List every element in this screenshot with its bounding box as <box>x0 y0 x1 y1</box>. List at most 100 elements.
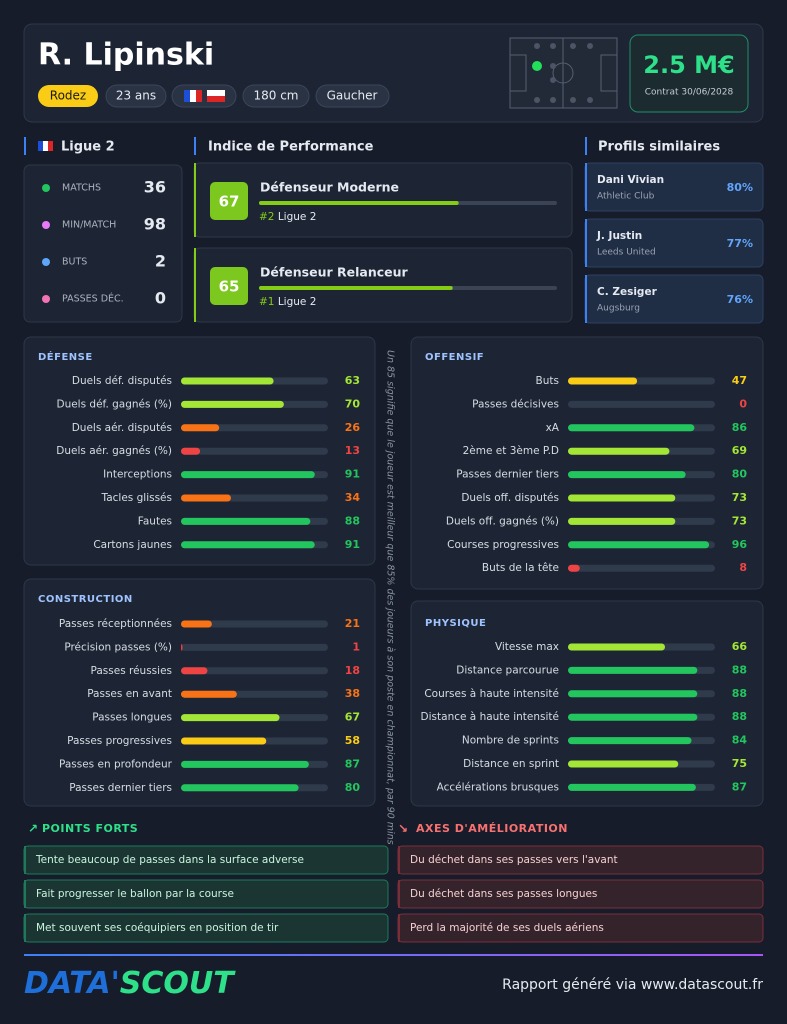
bar <box>181 620 212 628</box>
strengths-title: POINTS FORTS <box>42 822 138 835</box>
item-accent <box>398 880 400 908</box>
bar <box>568 471 686 479</box>
stat-label: Accélérations brusques <box>437 781 559 793</box>
similar-accent <box>585 163 587 211</box>
stat-icon <box>42 258 50 266</box>
stat-value: 91 <box>345 468 360 481</box>
bar <box>181 541 315 549</box>
bar-track <box>568 564 715 572</box>
bar <box>181 494 231 502</box>
stat-value: 18 <box>345 664 360 677</box>
stat-label: Vitesse max <box>495 641 559 653</box>
stat-value: 67 <box>345 711 360 724</box>
bar-track <box>568 400 715 408</box>
stat-label: Tacles glissés <box>101 492 172 504</box>
separator <box>24 954 763 956</box>
rank-line: #1 Ligue 2 <box>259 296 316 308</box>
note: Un 85 signifie que le joueur est meilleu… <box>385 350 396 845</box>
item-text: Fait progresser le ballon par la course <box>36 888 234 900</box>
stat-label: Passes dernier tiers <box>456 469 559 481</box>
stat-value: 8 <box>739 561 747 574</box>
stat-label: Duels aér. disputés <box>72 422 172 434</box>
score-box <box>210 267 248 305</box>
stat-label: Interceptions <box>103 469 172 481</box>
bar <box>568 517 676 525</box>
bar <box>181 447 201 455</box>
bar <box>181 471 315 479</box>
stat-label: Duels déf. disputés <box>72 375 172 387</box>
bar-track <box>181 643 328 651</box>
item-text: Tente beaucoup de passes dans la surface… <box>35 854 304 866</box>
performance-title: Indice de Performance <box>208 140 374 155</box>
item-accent <box>24 846 26 874</box>
bar <box>181 424 220 432</box>
role: Défenseur Moderne <box>260 180 399 195</box>
rank: #2 <box>259 211 274 223</box>
league-card <box>23 164 183 323</box>
stat-value: 73 <box>732 491 747 504</box>
stat-icon <box>42 184 50 192</box>
similar-title: Profils similaires <box>598 140 720 155</box>
similar-club: Leeds United <box>597 248 656 258</box>
bar <box>181 667 208 675</box>
stat-label: Duels aér. gagnés (%) <box>56 445 172 457</box>
item-accent <box>398 846 400 874</box>
stat-label: Distance parcourue <box>456 664 559 676</box>
stat-label: PASSES DÉC. <box>62 293 124 305</box>
bar <box>568 541 710 549</box>
stat-label: 2ème et 3ème P.D <box>463 445 559 457</box>
item-text: Met souvent ses coéquipiers en position … <box>36 922 279 934</box>
section-title: PHYSIQUE <box>425 618 486 629</box>
bar <box>568 424 695 432</box>
stat-label: Duels déf. gagnés (%) <box>56 398 172 410</box>
stat-value: 47 <box>732 374 747 387</box>
stat-label: Passes progressives <box>67 735 172 747</box>
bar <box>568 737 692 745</box>
item-text: Du déchet dans ses passes longues <box>410 888 597 900</box>
height: 180 cm <box>253 89 298 103</box>
stat-value: 38 <box>345 687 360 700</box>
stat-icon <box>42 295 50 303</box>
stat-label: Distance à haute intensité <box>421 711 559 723</box>
section-card <box>410 336 764 590</box>
bar-track <box>181 667 328 675</box>
stat-label: MATCHS <box>62 183 101 194</box>
bar <box>568 643 666 651</box>
player-name: R. Lipinski <box>38 38 214 73</box>
bar <box>181 714 280 722</box>
pill <box>242 84 310 108</box>
stat-value: 80 <box>345 781 361 794</box>
stat-label: Duels off. gagnés (%) <box>446 515 559 527</box>
icon: ↗ <box>28 822 38 836</box>
section-card <box>410 600 764 807</box>
stat-value: 63 <box>345 374 360 387</box>
stat-value: 0 <box>155 289 166 308</box>
similar-name: C. Zesiger <box>597 286 658 298</box>
score: 65 <box>219 278 240 296</box>
flag-fr <box>38 141 53 151</box>
bar-track <box>181 447 328 455</box>
stat-label: Fautes <box>138 515 172 527</box>
score: 67 <box>219 193 240 211</box>
stat-label: Précision passes (%) <box>64 641 172 653</box>
stat-value: 36 <box>144 178 166 197</box>
perf-bar <box>259 201 459 205</box>
bar <box>568 377 638 385</box>
similar-club: Athletic Club <box>597 192 655 202</box>
rank: #1 <box>259 296 274 308</box>
stat-label: Nombre de sprints <box>462 735 559 747</box>
league-title: Ligue 2 <box>61 140 115 155</box>
marker <box>585 137 587 155</box>
stat-label: Passes réceptionnées <box>59 618 172 630</box>
bar <box>181 690 237 698</box>
footer-text: Rapport généré via www.datascout.fr <box>502 977 763 993</box>
stat-label: xA <box>546 422 560 434</box>
bar <box>181 760 309 768</box>
item-accent <box>398 914 400 942</box>
foot: Gaucher <box>327 89 378 103</box>
similar-accent <box>585 275 587 323</box>
marker <box>24 137 26 155</box>
stat-label: MIN/MATCH <box>62 220 116 231</box>
stat-value: 0 <box>739 397 747 410</box>
